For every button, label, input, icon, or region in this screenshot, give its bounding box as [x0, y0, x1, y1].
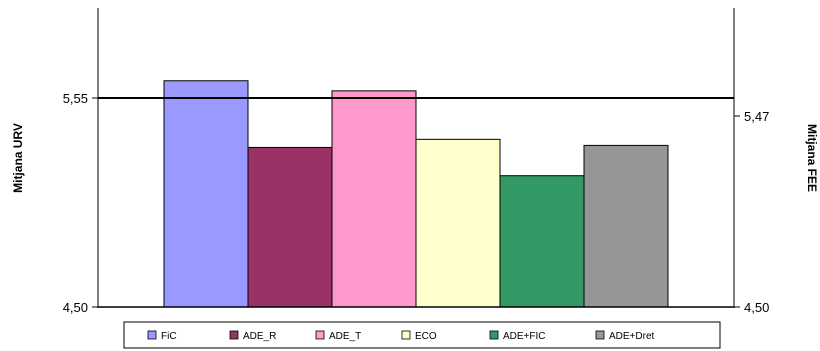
- bar-ade-t: [332, 91, 416, 307]
- legend-label-ade-r: ADE_R: [243, 331, 276, 342]
- legend-swatch-ade-t: [316, 331, 324, 339]
- bar-eco: [416, 139, 500, 307]
- legend-label-eco: ECO: [415, 331, 437, 342]
- legend-label-ade-dret: ADE+Dret: [609, 331, 655, 342]
- left-axis-title: Mitjana URV: [11, 123, 25, 193]
- left-tick-label-lower: 4,50: [63, 300, 88, 315]
- right-axis-title: Mitjana FEE: [805, 124, 819, 192]
- left-tick-label-upper: 5,55: [63, 91, 88, 106]
- legend-swatch-eco: [402, 331, 410, 339]
- bars-group: [164, 81, 668, 307]
- bar-ade-dret: [584, 145, 668, 307]
- legend-swatch-ade-fic: [490, 331, 498, 339]
- bar-ade-fic: [500, 176, 584, 307]
- legend-swatch-ade-dret: [596, 331, 604, 339]
- legend-swatch-ade-r: [230, 331, 238, 339]
- legend-label-ade-fic: ADE+FIC: [503, 331, 546, 342]
- legend: FiC ADE_R ADE_T ECO ADE+FIC ADE+Dret: [124, 322, 720, 348]
- legend-label-fic: FiC: [161, 331, 177, 342]
- right-tick-label-lower: 4,50: [744, 300, 769, 315]
- bar-ade-r: [248, 147, 332, 307]
- legend-label-ade-t: ADE_T: [329, 331, 361, 342]
- legend-swatch-fic: [148, 331, 156, 339]
- bar-fic: [164, 81, 248, 307]
- right-tick-label-upper: 5,47: [744, 109, 769, 124]
